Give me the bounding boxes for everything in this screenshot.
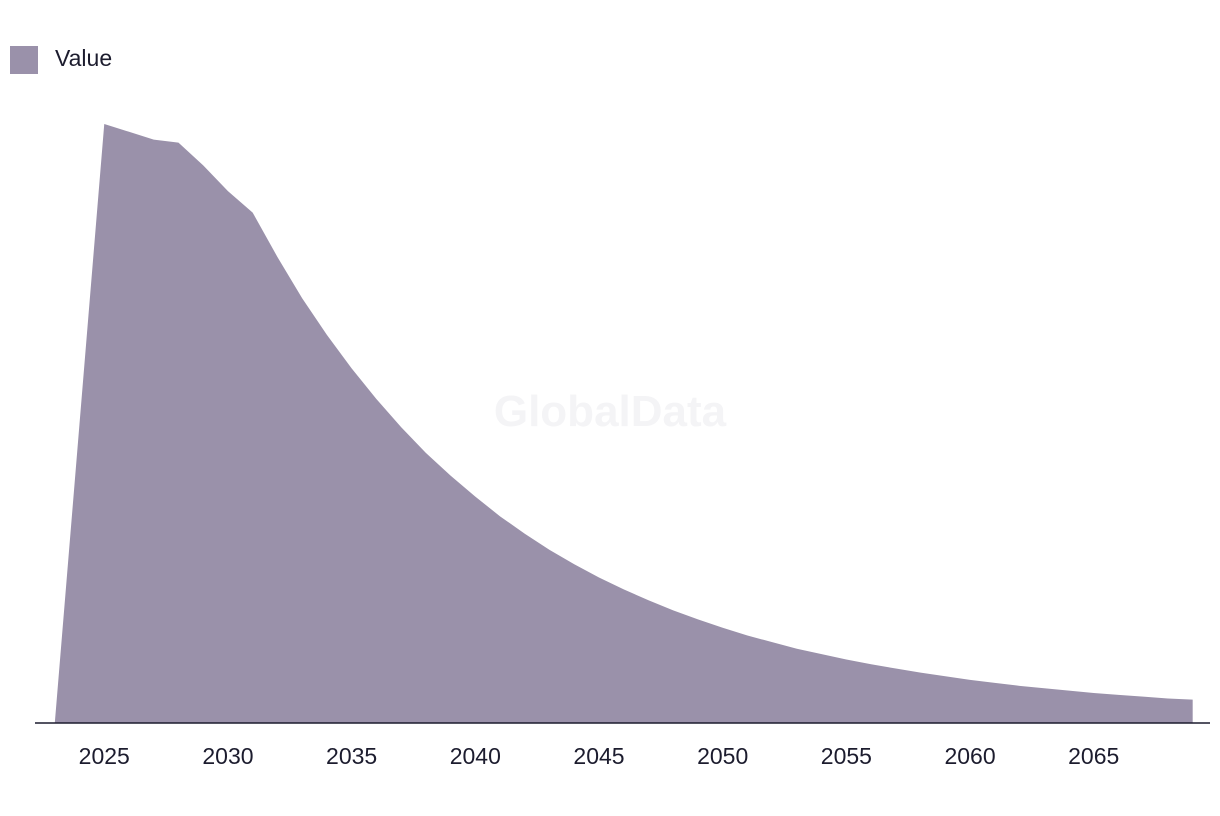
x-tick-label: 2065 [1068, 743, 1119, 769]
x-tick-label: 2045 [573, 743, 624, 769]
x-tick-label: 2025 [79, 743, 130, 769]
x-tick-label: 2055 [821, 743, 872, 769]
x-tick-label: 2040 [450, 743, 501, 769]
legend: Value [10, 45, 112, 74]
legend-label: Value [55, 45, 112, 71]
x-tick-label: 2030 [202, 743, 253, 769]
series-area-value [54, 124, 1193, 723]
plot-area [54, 124, 1193, 723]
legend-swatch [10, 46, 38, 74]
watermark-text: GlobalData [494, 387, 727, 436]
x-tick-label: 2050 [697, 743, 748, 769]
x-tick-label: 2060 [944, 743, 995, 769]
x-axis-ticks: 2025 2030 2035 2040 2045 2050 2055 2060 2065 [79, 743, 1120, 769]
x-tick-label: 2035 [326, 743, 377, 769]
